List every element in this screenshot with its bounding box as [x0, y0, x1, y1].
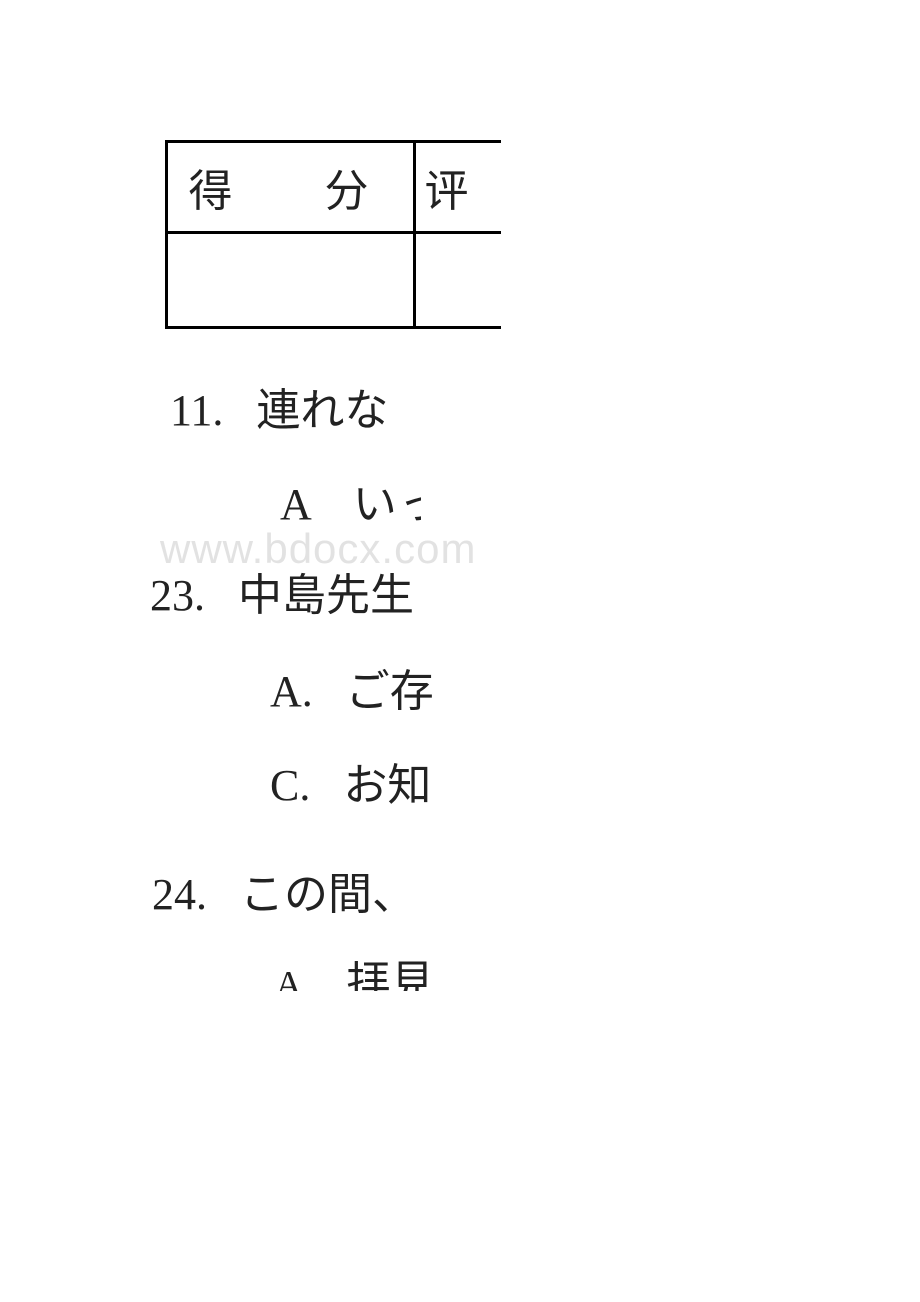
- question-text: この間、: [240, 870, 416, 919]
- table-cell-empty: [167, 233, 415, 328]
- question-text: 中島先生: [238, 571, 414, 620]
- option-label: A.: [270, 667, 313, 716]
- option-text-cut: っ: [399, 483, 421, 527]
- option-label: A: [275, 964, 302, 991]
- table-header-score: 得 分: [167, 142, 415, 233]
- option-text: ご存: [346, 667, 434, 716]
- option-text: い: [353, 480, 399, 529]
- option-text: お知: [343, 761, 431, 810]
- question-text: 連れな: [256, 386, 388, 435]
- question-number: 24.: [152, 870, 207, 919]
- question-number: 23.: [150, 571, 205, 620]
- question-11: 11. 連れな: [170, 389, 501, 433]
- option-a: A. ご存: [270, 670, 501, 714]
- option-a: A いっ: [280, 483, 501, 527]
- option-c: C. お知: [270, 764, 501, 808]
- option-label: A: [280, 480, 314, 529]
- option-label: C.: [270, 761, 310, 810]
- question-number: 11.: [170, 386, 223, 435]
- option-text: 拝見: [346, 961, 434, 991]
- document-content: 得 分 评 11. 連れな A いっ 23. 中島先生 A. ご存 C. お知 …: [155, 140, 501, 991]
- table-header-review: 评: [415, 142, 502, 233]
- question-24: 24. この間、: [152, 873, 501, 917]
- score-table: 得 分 评: [165, 140, 501, 329]
- table-cell-empty: [415, 233, 502, 328]
- question-23: 23. 中島先生: [150, 574, 501, 618]
- option-a-partial: A 拝見: [275, 961, 501, 991]
